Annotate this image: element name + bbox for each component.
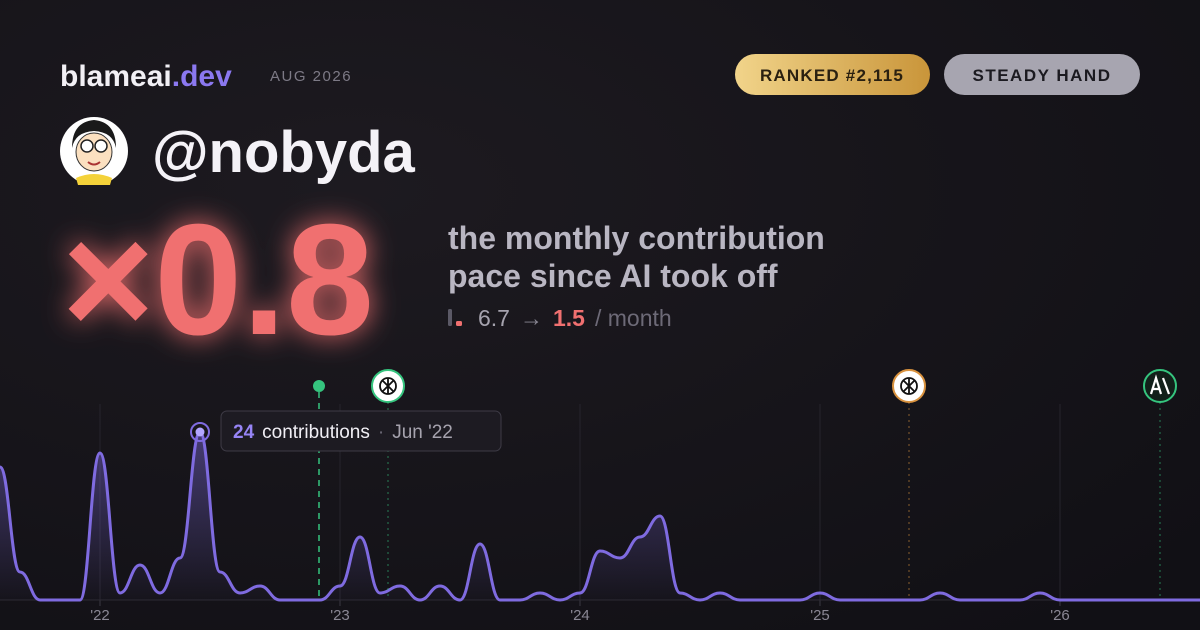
area [0,432,1200,600]
description: the monthly contribution [448,220,825,256]
multiplier: ×0.8 [62,192,374,368]
tooltip-label: contributions [262,422,370,443]
handle: @nobyda [152,120,416,185]
x-tick-label: '25 [810,607,830,624]
anthropic-icon [1143,369,1177,403]
tooltip-date: Jun '22 [392,422,453,443]
tooltip-box [220,410,502,452]
date: AUG 2026 [270,68,352,85]
avatar [60,117,128,185]
x-tick-label: '24 [570,607,590,624]
pace: 6.7 → 1.5 / month [478,305,672,331]
event-dot [313,380,325,392]
openai-icon [892,369,926,403]
brand-tld: .dev [172,60,232,93]
pace-arrow: → [520,305,543,331]
pace-icon [456,321,462,326]
event-markers [313,369,1177,600]
pace-unit: / month [595,305,672,331]
x-tick-label: '22 [90,607,110,624]
style-badge [944,54,1140,95]
x-tick-label: '26 [1050,607,1070,624]
chart: '22 '23 '24 '25 '26 [0,404,1200,624]
pace-after: 1.5 [553,305,585,331]
brand: blameai.dev [60,60,232,93]
hover-dot [195,427,205,437]
rank-badge [735,54,930,95]
tooltip-text: 24 contributions · Jun '22 [233,422,453,443]
tooltip: 24 contributions · Jun '22 [220,410,502,452]
rank-text: RANKED #2,115 [760,66,904,85]
line [0,430,1200,602]
style-text: STEADY HAND [973,66,1112,85]
x-tick-label: '23 [330,607,350,624]
tooltip-value: 24 [233,422,255,443]
pace-before: 6.7 [478,305,510,331]
brand-name: blameai [60,60,172,93]
tooltip-separator: · [378,422,384,443]
pace-icon [448,309,452,326]
description: pace since AI took off [448,258,778,294]
openai-icon [371,369,405,403]
hover-ring [190,422,210,442]
